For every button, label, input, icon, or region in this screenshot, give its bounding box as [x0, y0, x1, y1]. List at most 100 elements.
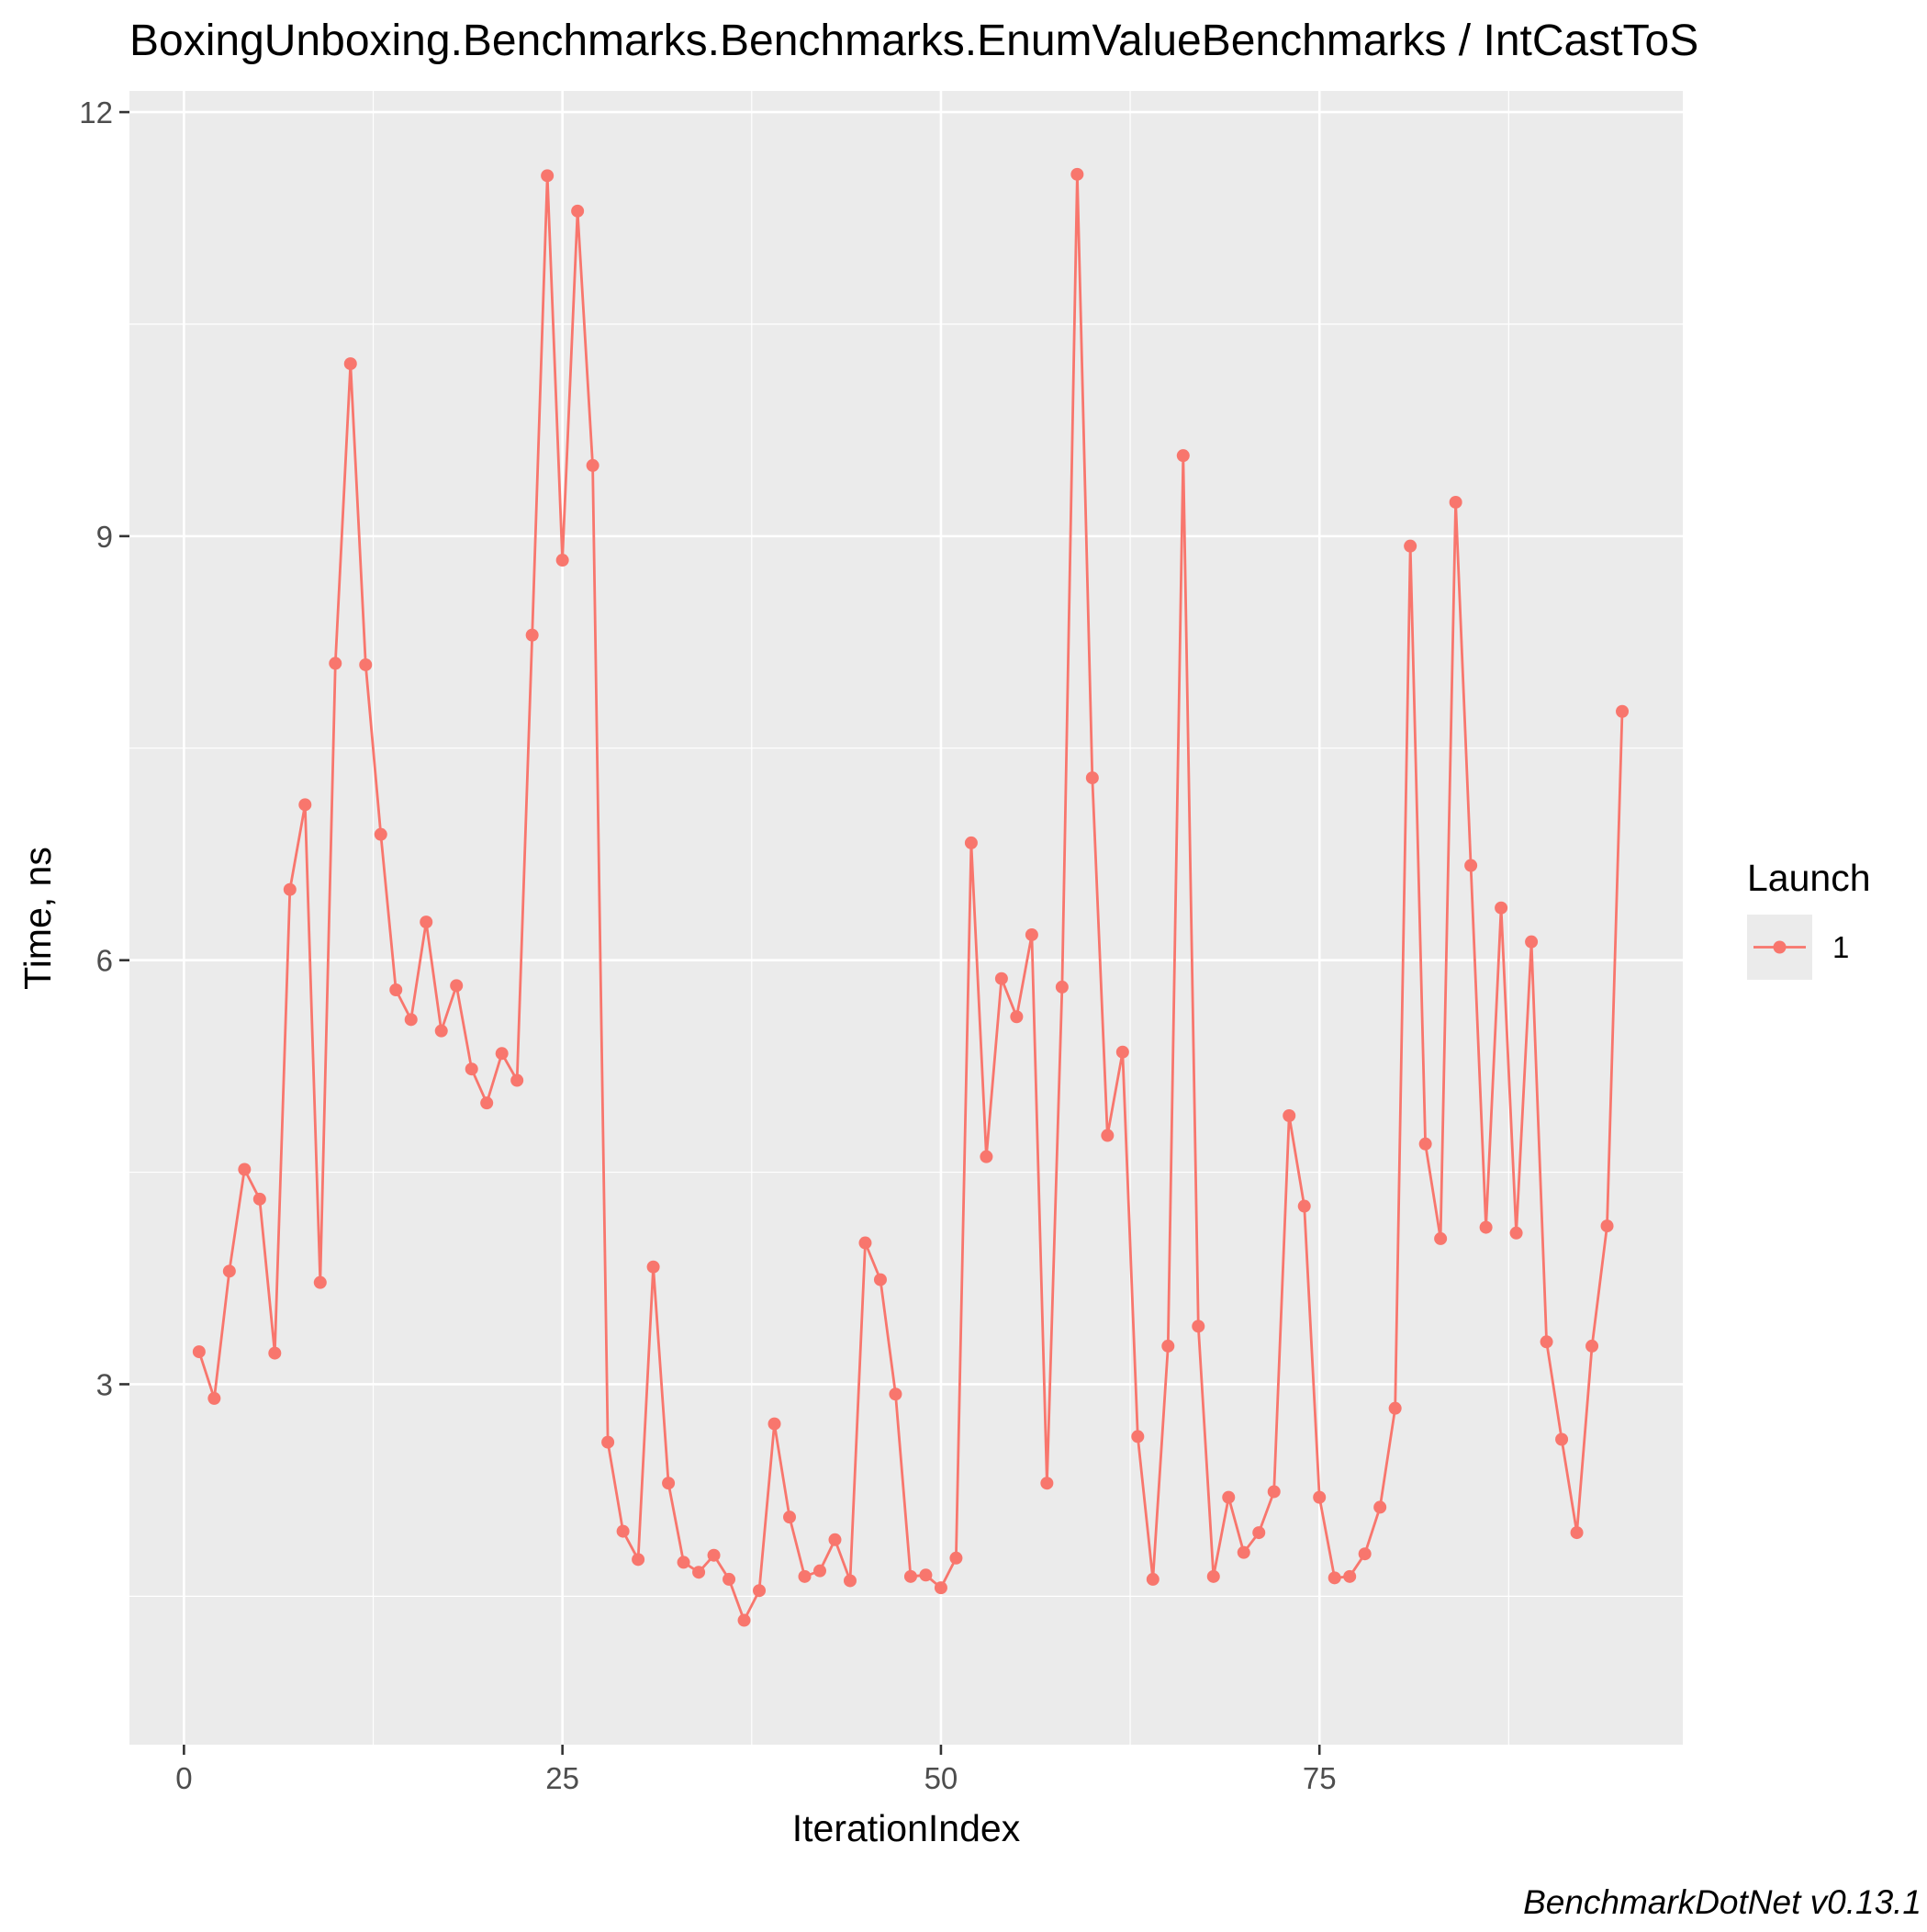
data-point	[707, 1548, 721, 1562]
data-point	[1131, 1430, 1145, 1443]
data-point	[632, 1553, 645, 1567]
data-point	[1616, 704, 1630, 718]
data-point	[283, 882, 297, 896]
data-point	[1585, 1339, 1599, 1353]
data-point	[1115, 1045, 1129, 1059]
data-point	[1085, 771, 1099, 785]
data-point	[662, 1477, 676, 1490]
data-point	[222, 1264, 236, 1278]
data-point	[541, 169, 555, 183]
x-tick-label: 0	[175, 1761, 192, 1795]
data-point	[783, 1511, 797, 1524]
data-point	[1373, 1500, 1387, 1514]
data-point	[1283, 1109, 1296, 1123]
data-point	[1222, 1490, 1236, 1504]
data-point	[268, 1346, 282, 1360]
data-point	[1206, 1569, 1220, 1583]
data-point	[934, 1581, 947, 1595]
data-point	[1464, 859, 1478, 872]
data-point	[903, 1569, 917, 1583]
data-point	[1267, 1485, 1281, 1499]
legend-key-point	[1773, 940, 1787, 954]
y-tick-label: 12	[79, 95, 113, 129]
data-point	[434, 1024, 448, 1038]
data-point	[404, 1013, 418, 1027]
data-point	[389, 983, 403, 997]
data-point	[1449, 495, 1462, 509]
x-tick-label: 50	[924, 1761, 958, 1795]
data-point	[1404, 539, 1417, 553]
data-point	[1146, 1572, 1160, 1586]
data-point	[238, 1163, 252, 1176]
data-point	[1040, 1477, 1054, 1490]
y-axis-label: Time, ns	[17, 847, 59, 990]
data-point	[1600, 1219, 1614, 1233]
legend-title: Launch	[1747, 857, 1871, 899]
data-point	[828, 1533, 842, 1546]
data-point	[1358, 1547, 1372, 1561]
data-point	[1176, 449, 1190, 463]
data-point	[1388, 1401, 1402, 1415]
data-point	[1070, 167, 1084, 181]
data-point	[359, 657, 373, 671]
caption: BenchmarkDotNet v0.13.1	[1523, 1883, 1921, 1921]
data-point	[723, 1572, 736, 1586]
data-point	[980, 1150, 993, 1163]
data-point	[1010, 1010, 1024, 1024]
data-point	[616, 1524, 630, 1538]
data-point	[450, 979, 464, 993]
y-tick-label: 6	[96, 944, 113, 978]
data-point	[1434, 1231, 1448, 1245]
data-point	[586, 458, 599, 472]
data-point	[994, 972, 1008, 985]
data-point	[207, 1391, 221, 1405]
data-point	[873, 1273, 887, 1286]
data-point	[1237, 1545, 1250, 1559]
data-point	[692, 1566, 706, 1579]
data-point	[192, 1345, 206, 1359]
data-point	[1540, 1335, 1553, 1349]
data-point	[1025, 927, 1038, 941]
data-point	[374, 827, 387, 841]
chart-title: BoxingUnboxing.Benchmarks.Benchmarks.Enu…	[129, 17, 1698, 65]
data-point	[252, 1192, 266, 1206]
data-point	[1055, 980, 1069, 994]
data-point	[1297, 1199, 1311, 1213]
data-point	[601, 1435, 615, 1449]
data-point	[510, 1073, 524, 1087]
data-point	[298, 798, 312, 812]
data-point	[420, 915, 433, 929]
data-point	[646, 1260, 660, 1274]
legend-label: 1	[1832, 930, 1849, 964]
data-point	[1509, 1226, 1523, 1240]
data-point	[964, 836, 978, 849]
data-point	[1525, 935, 1539, 949]
data-point	[753, 1584, 767, 1598]
data-point	[1570, 1526, 1584, 1540]
data-point	[677, 1556, 690, 1569]
plot-panel	[129, 91, 1683, 1745]
data-point	[1161, 1339, 1175, 1353]
data-point	[798, 1569, 812, 1583]
data-point	[949, 1551, 963, 1565]
data-point	[1252, 1526, 1266, 1540]
data-point	[1343, 1569, 1357, 1583]
data-point	[858, 1236, 872, 1250]
data-point	[1418, 1137, 1432, 1151]
data-point	[495, 1047, 509, 1061]
data-point	[1479, 1220, 1493, 1234]
data-point	[480, 1096, 494, 1110]
data-point	[343, 357, 357, 371]
data-point	[329, 657, 342, 670]
data-point	[889, 1387, 902, 1401]
data-point	[555, 554, 569, 567]
data-point	[1328, 1571, 1341, 1585]
x-tick-label: 25	[545, 1761, 579, 1795]
data-point	[813, 1564, 826, 1578]
data-point	[313, 1275, 327, 1289]
data-point	[919, 1568, 933, 1582]
data-point	[525, 628, 539, 642]
data-point	[1192, 1320, 1205, 1333]
